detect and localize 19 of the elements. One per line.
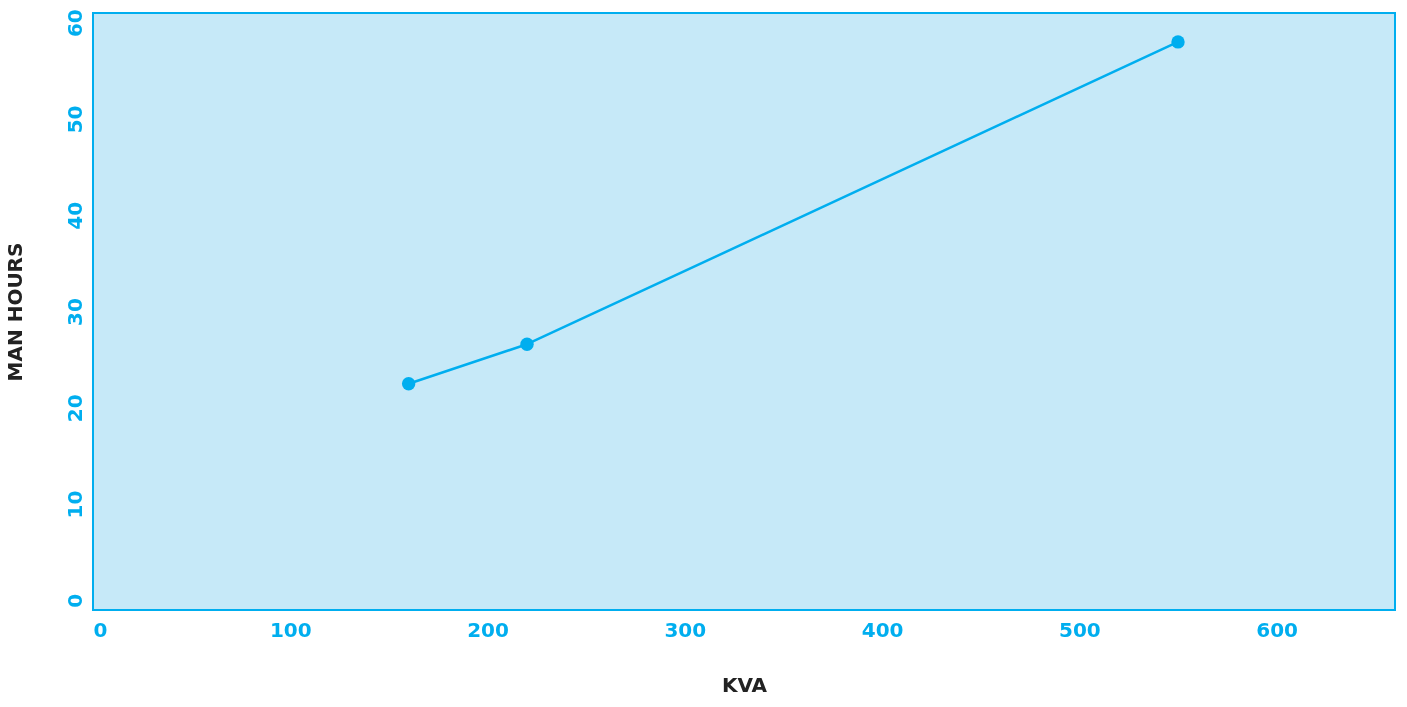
y-tick-label: 30 xyxy=(62,298,87,326)
x-tick-label: 400 xyxy=(861,617,904,642)
y-tick-label: 10 xyxy=(62,490,87,519)
x-axis-title: KVA xyxy=(721,672,768,697)
y-tick-label: 60 xyxy=(62,9,87,38)
y-tick-label: 20 xyxy=(62,394,87,423)
point xyxy=(1171,35,1185,49)
x-tick-label: 600 xyxy=(1256,617,1299,642)
point xyxy=(520,337,534,351)
x-tick-label: 500 xyxy=(1058,617,1101,642)
point xyxy=(401,377,416,391)
x-tick-label: 300 xyxy=(664,617,707,642)
y-tick-label: 0 xyxy=(62,593,87,608)
x-tick-label: 0 xyxy=(93,617,108,642)
x-tick-label: 200 xyxy=(467,617,509,642)
x-tick-label: 100 xyxy=(269,617,312,642)
y-axis-title: MAN HOURS xyxy=(2,242,27,382)
y-tick-label: 50 xyxy=(62,105,87,134)
y-tick-label: 40 xyxy=(62,201,87,230)
